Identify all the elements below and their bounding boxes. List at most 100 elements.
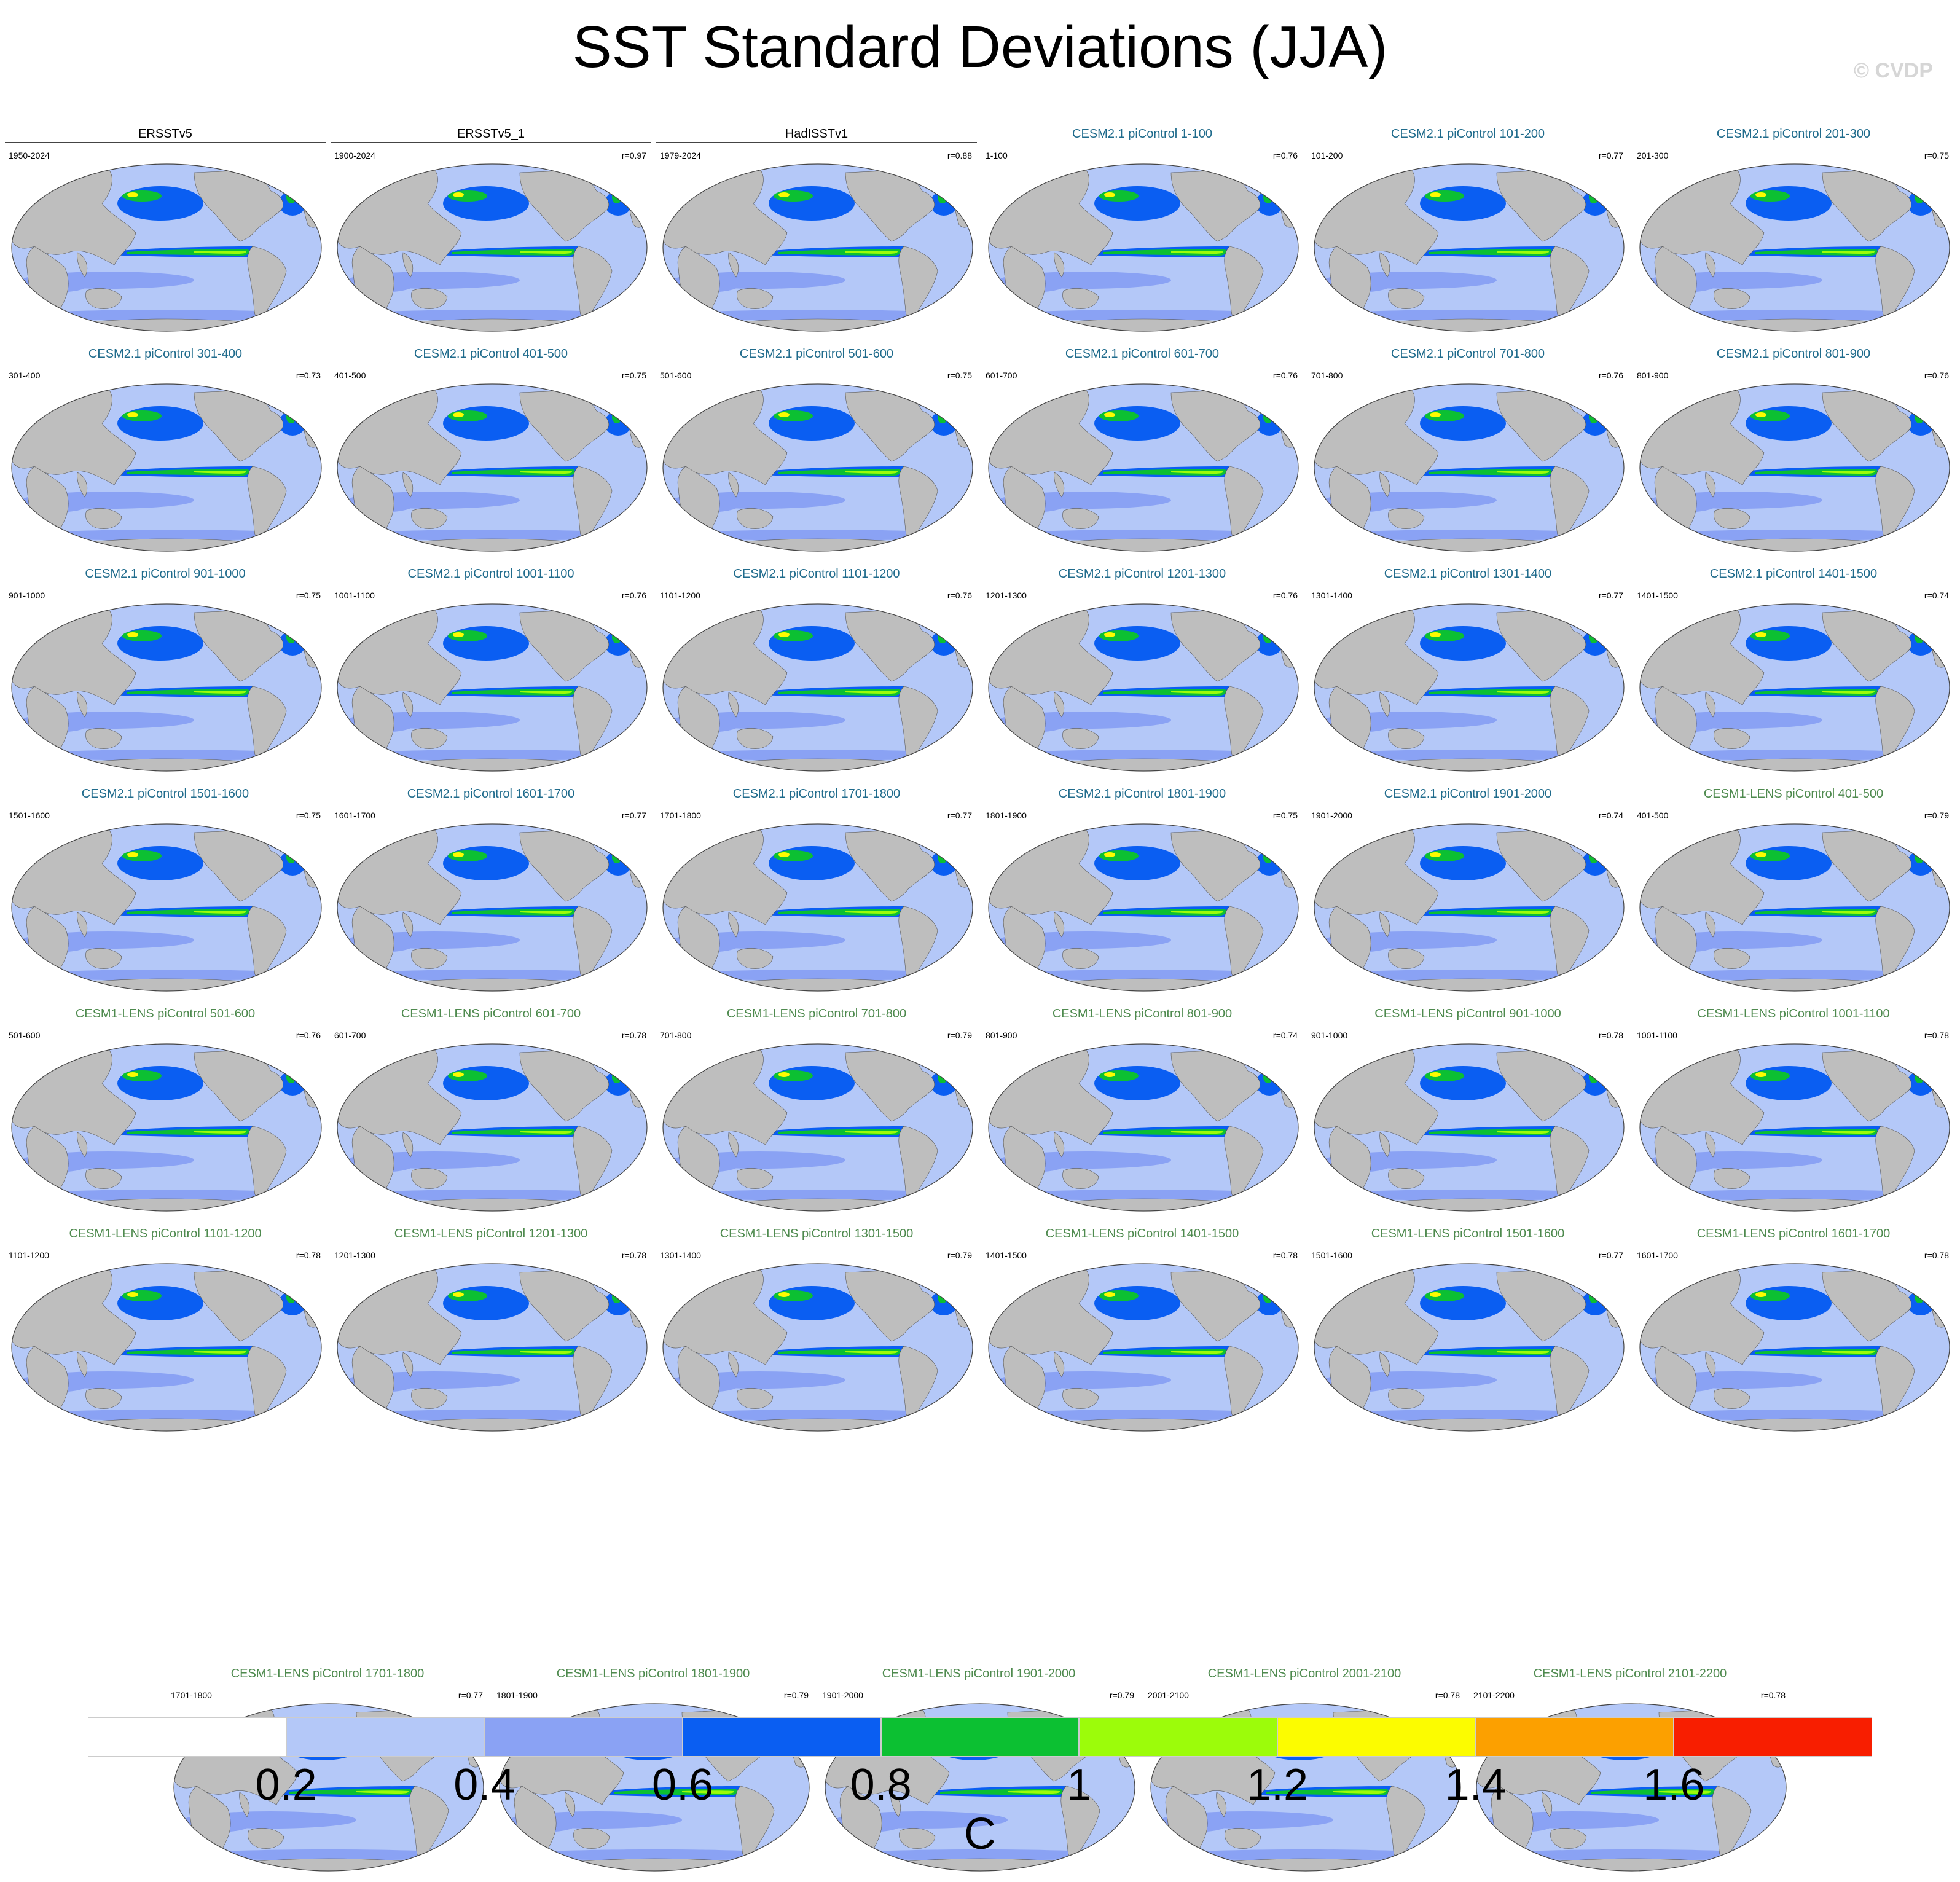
land-mass [372,538,613,551]
enso-tongue-mid [778,1349,901,1355]
land-mass [1714,508,1750,529]
gulf-stream [1915,1071,1924,1083]
map-panel: CESM2.1 piControl 1101-1200 1101-1200 r=0.… [656,566,977,782]
panel-title: CESM2.1 piControl 301-400 [88,347,243,361]
panel-pattern-correlation: r=0.76 [1924,371,1949,380]
land-mass [697,1418,938,1431]
land-mass [372,758,613,771]
land-mass [1496,1049,1586,1122]
panel-years: 1101-1200 [660,590,700,600]
land-mass [1895,388,1927,409]
map-border [988,823,1299,992]
panel-pattern-correlation: r=0.77 [947,810,972,820]
map-border [11,823,322,992]
panel-years: 1801-1900 [986,810,1027,820]
map-panel-grid: ERSSTv5 1950-2024 ERSSTv5_1 1900-2024 r=0.97… [5,127,1951,1872]
north-pacific-variability [1420,1066,1506,1100]
land-mass [919,388,951,409]
kuroshio-peak [453,192,464,197]
north-pacific-variability [443,1286,529,1320]
land-mass [1023,538,1264,551]
panel-title: CESM2.1 piControl 901-1000 [85,567,246,581]
southern-ocean-band [839,1849,1121,1860]
land-mass [46,538,287,551]
kuroshio-peak [127,1292,138,1297]
map-border [1314,603,1625,772]
gulf-stream [938,631,947,643]
panel-pattern-correlation: r=0.76 [1272,371,1298,380]
panel-title: CESM2.1 piControl 101-200 [1390,127,1545,141]
land-mass [519,1269,610,1342]
enso-tongue-core [1171,251,1223,254]
gulf-stream [286,191,296,203]
panel-pattern-correlation: r=0.75 [1272,810,1298,820]
map-border [337,1043,648,1212]
gulf-stream [938,411,947,423]
enso-tongue-mid [127,689,249,696]
southern-ocean-band [1653,1410,1936,1421]
gulf-stream [1589,631,1599,643]
land-mass [1170,170,1261,242]
enso-tongue-core [845,1131,898,1134]
land-mass [697,1198,938,1211]
north-pacific-variability [1094,406,1180,441]
land-mass [1570,388,1602,409]
map-panel: CESM1-LENS piControl 1201-1300 1201-1300 r… [331,1226,651,1442]
gulf-stream [1589,1291,1599,1303]
land-mass [1023,1418,1264,1431]
southern-ocean-band [25,1410,308,1421]
map-panel: CESM2.1 piControl 401-500 401-500 r=0.75 [331,346,651,562]
colorbar-tick-label: 0.2 [255,1760,317,1809]
panel-years: 1001-1100 [1637,1030,1677,1040]
land-mass [267,1048,299,1068]
map-panel: CESM1-LENS piControl 701-800 701-800 r=0.7… [656,1006,977,1222]
enso-tongue-mid [1429,909,1552,916]
kuroshio-peak [127,192,138,197]
gulf-stream [286,631,296,643]
sst-std-map [1638,600,1951,780]
land-mass [1496,390,1586,462]
land-mass [267,168,299,189]
panel-pattern-correlation: r=0.76 [1598,371,1623,380]
panel-years: 701-800 [1311,371,1343,380]
southern-ocean-band [25,310,308,321]
southern-ocean-band [676,1410,959,1421]
map-panel: CESM2.1 piControl 1701-1800 1701-1800 r=0.… [656,786,977,1002]
land-mass [267,1268,299,1288]
land-mass [1062,288,1099,309]
panel-pattern-correlation: r=0.75 [621,371,646,380]
southern-ocean-band [351,1190,633,1201]
enso-tongue-mid [1429,1349,1552,1355]
panel-years: 1101-1200 [9,1250,49,1260]
land-mass [899,1828,936,1849]
enso-tongue-core [1333,1790,1386,1794]
land-mass [77,692,87,718]
panel-years: 601-700 [986,371,1017,380]
map-panel: CESM2.1 piControl 1301-1400 1301-1400 r=0.… [1307,566,1628,782]
gulf-stream [286,851,296,863]
land-mass [1170,1269,1261,1342]
land-mass [1674,978,1915,991]
land-mass [1895,608,1927,629]
land-mass [46,758,287,771]
panel-years: 1501-1600 [1311,1250,1352,1260]
enso-tongue-mid [1103,469,1226,476]
north-pacific-variability [443,846,529,880]
panel-title: CESM2.1 piControl 1901-2000 [1384,787,1552,801]
kuroshio-peak [453,1072,464,1077]
land-mass [1170,390,1261,462]
colorbar-swatch [683,1717,881,1757]
map-border [988,383,1299,552]
land-mass [208,1858,449,1871]
kuroshio-peak [778,852,790,857]
southern-ocean-band [1002,1190,1285,1201]
sst-std-map [10,820,323,1000]
enso-tongue-core [194,471,246,474]
land-mass [1244,608,1276,629]
map-border [337,1263,648,1432]
sst-std-map [10,600,323,780]
enso-tongue-mid [614,1789,737,1795]
north-pacific-variability [1094,1066,1180,1100]
land-mass [737,1168,774,1189]
panel-title: CESM2.1 piControl 1701-1800 [732,787,901,801]
